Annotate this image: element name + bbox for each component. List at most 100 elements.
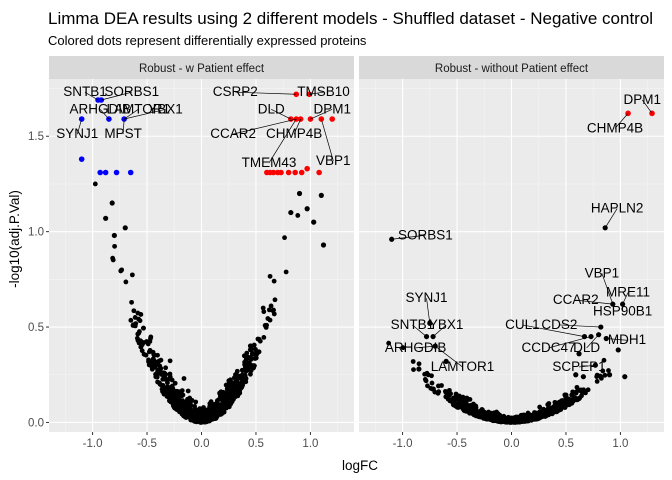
x-tick-label: -0.5 <box>447 438 467 450</box>
x-tick-label: 0.5 <box>558 438 574 450</box>
label-connector <box>293 118 301 135</box>
data-point <box>606 372 613 378</box>
de-up-point <box>293 116 300 122</box>
non-de-point <box>443 394 449 400</box>
point-label: MRE11 <box>606 285 650 300</box>
point-label: CUL1 <box>505 317 540 332</box>
non-de-point <box>601 357 607 363</box>
data-point <box>318 192 324 198</box>
non-de-point <box>174 405 179 411</box>
non-de-point <box>194 412 200 418</box>
label-connector <box>622 292 629 305</box>
de-up-point <box>270 169 277 176</box>
label-connector <box>548 336 592 349</box>
label-connector <box>310 109 333 120</box>
point-label: SYNJ1 <box>406 290 448 305</box>
point-label: ARHGDIB <box>69 101 131 116</box>
non-de-point <box>410 359 416 364</box>
facet-strip-label: Robust - w Patient effect <box>139 63 265 75</box>
de-up-point <box>285 169 292 176</box>
non-de-point <box>248 354 254 360</box>
de-down-point <box>78 156 85 162</box>
non-de-point <box>131 308 137 314</box>
non-de-point <box>271 278 277 284</box>
non-de-point <box>271 307 276 313</box>
non-de-point <box>181 376 187 381</box>
non-de-point <box>228 397 234 403</box>
label-connector <box>84 91 99 101</box>
non-de-point <box>425 383 430 389</box>
non-de-point <box>594 379 600 384</box>
point-label: TMEM43 <box>242 155 297 170</box>
non-de-point <box>283 269 289 275</box>
non-de-point <box>554 400 560 406</box>
non-de-point <box>268 303 274 309</box>
data-point <box>588 333 594 340</box>
non-de-point <box>416 361 422 367</box>
non-de-point <box>167 371 173 377</box>
label-connector <box>415 345 436 349</box>
non-de-point <box>430 386 435 392</box>
label-connector <box>76 118 83 135</box>
non-de-point <box>137 318 143 324</box>
data-point <box>311 219 317 225</box>
label-connector <box>123 109 139 120</box>
de-up-point <box>316 169 322 176</box>
non-de-point <box>248 371 253 377</box>
x-tick-label: 0.5 <box>248 438 264 450</box>
label-connector <box>586 334 599 349</box>
non-de-point <box>573 396 579 402</box>
non-de-point <box>264 322 269 328</box>
x-tick-label: 1.0 <box>612 438 628 450</box>
non-de-point <box>239 367 245 373</box>
non-de-point <box>150 356 156 362</box>
de-down-point <box>98 97 105 103</box>
label-connector <box>268 118 297 163</box>
non-de-point <box>600 368 606 374</box>
non-de-point <box>184 414 190 419</box>
data-point <box>443 358 449 364</box>
y-tick-label: 0.0 <box>28 417 44 429</box>
non-de-point <box>213 415 219 421</box>
non-de-point <box>208 415 214 421</box>
non-de-point <box>473 412 479 418</box>
non-de-point <box>467 397 473 402</box>
label-connector <box>432 324 447 337</box>
non-de-point <box>186 410 192 416</box>
non-de-point <box>169 383 175 389</box>
non-de-point <box>130 323 136 328</box>
non-de-point <box>150 362 156 368</box>
non-de-point <box>178 392 184 397</box>
non-de-point <box>135 338 141 343</box>
point-label: ARHGDIB <box>385 340 447 355</box>
de-up-point <box>304 165 310 172</box>
non-de-point <box>247 343 253 349</box>
non-de-point <box>252 355 258 361</box>
point-label: DLD <box>258 101 285 116</box>
x-tick-label: 0.0 <box>194 438 210 450</box>
non-de-point <box>295 213 301 218</box>
non-de-point <box>234 368 240 374</box>
de-down-point <box>102 169 109 176</box>
non-de-point <box>156 367 162 373</box>
label-connector <box>320 118 334 161</box>
y-tick-label: 0.5 <box>28 322 44 334</box>
non-de-point <box>183 401 188 407</box>
non-de-point <box>602 372 608 378</box>
de-down-point <box>127 169 134 176</box>
non-de-point <box>573 390 579 396</box>
non-de-point <box>239 381 245 386</box>
non-de-point <box>448 391 454 397</box>
non-de-point <box>155 352 160 358</box>
label-connector <box>604 208 618 229</box>
x-tick-label: 1.0 <box>302 438 318 450</box>
de-down-point <box>97 169 103 176</box>
non-de-point <box>234 380 240 385</box>
data-point <box>580 374 586 380</box>
data-point <box>111 232 117 239</box>
data-point <box>320 242 327 248</box>
non-de-point <box>400 345 406 351</box>
non-de-point <box>505 418 511 424</box>
label-connector <box>426 298 431 324</box>
data-point <box>573 372 579 378</box>
